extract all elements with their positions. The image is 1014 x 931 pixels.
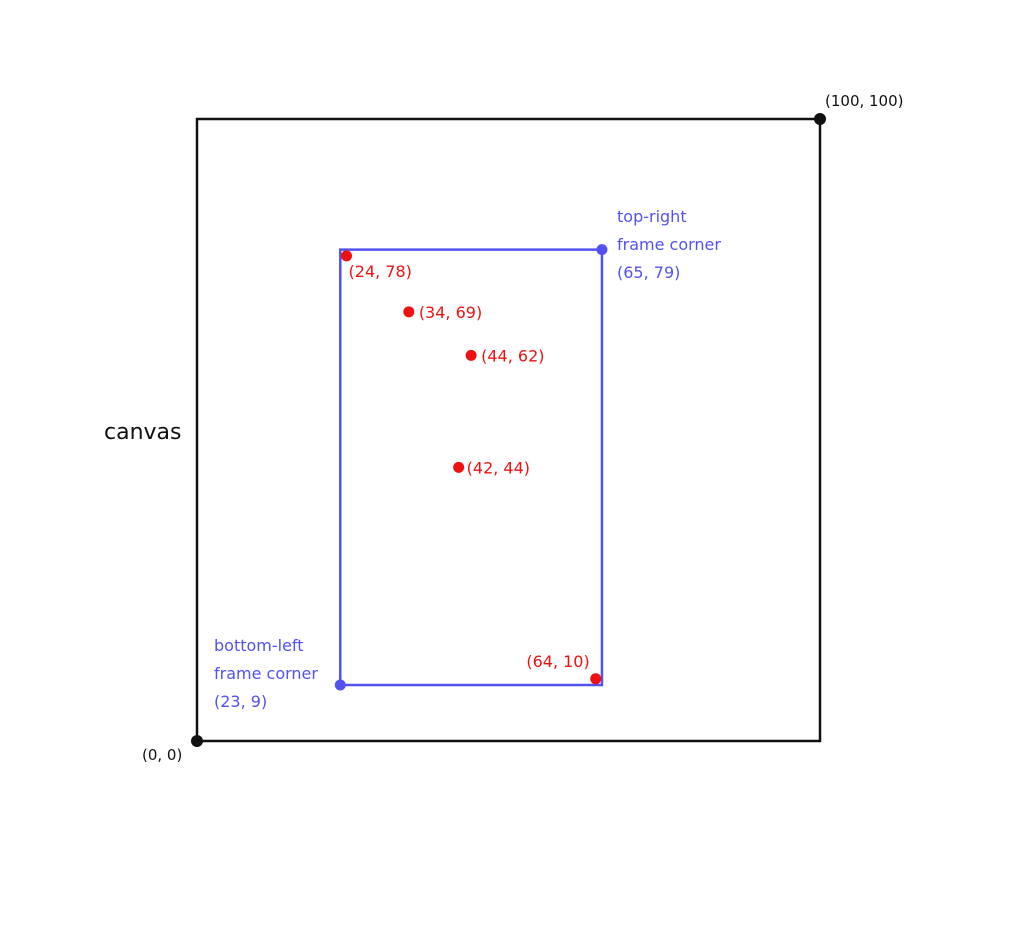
frame-bottom-left-label-line3: (23, 9)	[214, 692, 267, 711]
point-label: (34, 69)	[419, 303, 482, 322]
frame-bottom-left-label-line1: bottom-left	[214, 636, 304, 655]
point-dot	[453, 461, 465, 473]
frame-bottom-left-dot	[334, 679, 346, 691]
frame-top-right-label-line3: (65, 79)	[617, 263, 680, 282]
point-label: (42, 44)	[467, 458, 530, 477]
canvas-origin-label: (0, 0)	[142, 746, 182, 764]
frame-top-right-label-line1: top-right	[617, 207, 687, 226]
frame-bottom-left-label-line2: frame corner	[214, 664, 318, 683]
frame-top-right-label: top-right frame corner (65, 79)	[617, 207, 726, 282]
points-layer: (24, 78) (34, 69) (44, 62) (42, 44) (64, 10)	[341, 250, 602, 685]
frame-top-right-dot	[596, 244, 608, 256]
point-dot	[403, 306, 415, 318]
point-dot	[465, 349, 477, 361]
point-dot	[590, 673, 602, 685]
frame-rectangle	[339, 248, 604, 687]
point-dot	[341, 250, 353, 262]
frame-top-right-label-line2: frame corner	[617, 235, 721, 254]
point-label: (24, 78)	[349, 262, 412, 281]
canvas-top-right-label: (100, 100)	[825, 92, 904, 110]
canvas-origin-dot	[191, 735, 203, 747]
canvas-top-right-dot	[814, 113, 826, 125]
point-label: (64, 10)	[526, 652, 589, 671]
point-label: (44, 62)	[481, 346, 544, 365]
canvas-border	[195, 117, 822, 743]
frame-bottom-left-label: bottom-left frame corner (23, 9)	[214, 636, 323, 711]
canvas-label: canvas	[104, 420, 181, 445]
